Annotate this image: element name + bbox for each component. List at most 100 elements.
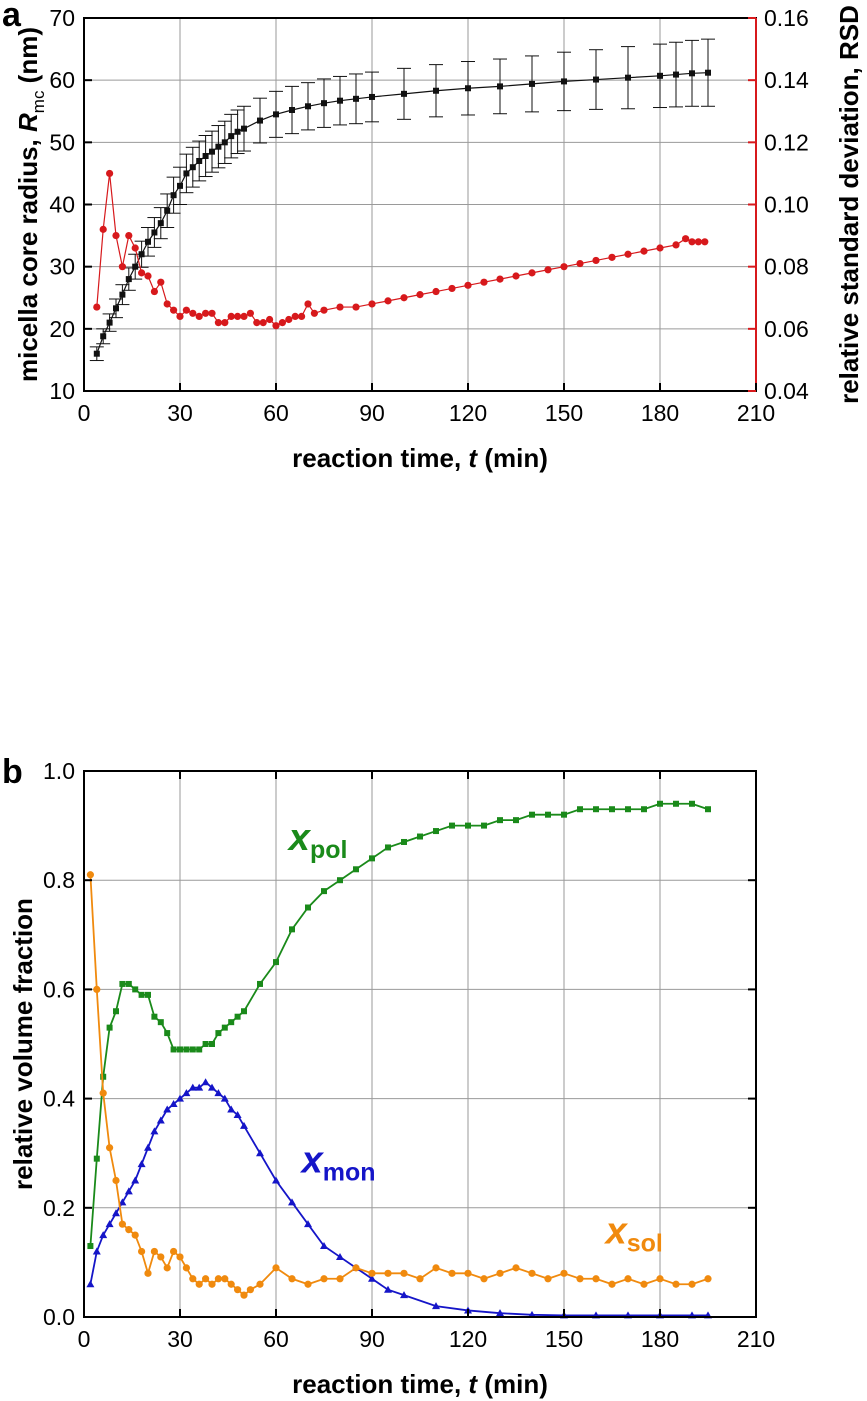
x-sol-point — [99, 1089, 107, 1097]
x-pol-point — [151, 1013, 158, 1020]
radius-point — [337, 97, 343, 104]
x-mon-point — [92, 1247, 101, 1255]
x-sol-point — [157, 1253, 165, 1261]
x-tick-label: 90 — [359, 1326, 385, 1352]
x-sol-point — [144, 1269, 152, 1277]
x-pol-point — [449, 822, 455, 829]
panel-a-y-axis-title: micella core radius, Rmc (nm) — [13, 27, 48, 382]
x-pol-point — [119, 980, 126, 987]
x-pol-point — [465, 822, 471, 829]
panel-a-right-axis-title: relative standard deviation, RSD — [834, 5, 864, 404]
radius-point — [145, 238, 151, 245]
x-sol-point — [131, 1231, 139, 1239]
x-tick-label: 180 — [641, 400, 679, 426]
rsd-point — [310, 309, 318, 317]
x-pol-point — [132, 986, 139, 993]
x-sol-point — [688, 1280, 696, 1288]
y2-tick-label: 0.04 — [764, 378, 809, 404]
rsd-point — [208, 309, 216, 317]
x-sol-point — [234, 1286, 242, 1294]
x-pol-point — [221, 1024, 228, 1031]
x-pol-point — [215, 1030, 222, 1037]
rsd-point — [99, 225, 107, 233]
radius-point — [321, 100, 327, 107]
x-mon-point — [99, 1231, 108, 1239]
x-sol-point — [288, 1275, 296, 1283]
x-sol-point — [208, 1280, 216, 1288]
x-pol-point — [241, 1008, 247, 1015]
radius-point — [151, 229, 158, 236]
rsd-point — [544, 266, 552, 274]
panel-b-series — [86, 800, 712, 1319]
x-mon-point — [496, 1309, 504, 1317]
rsd-point — [432, 287, 440, 296]
x-pol-point — [609, 806, 615, 813]
rsd-point — [285, 315, 293, 324]
x-mon-point — [240, 1121, 248, 1129]
radius-point — [125, 276, 132, 283]
rsd-point — [656, 244, 664, 252]
radius-point — [119, 291, 126, 298]
x-pol-point — [209, 1041, 215, 1047]
radius-point — [93, 350, 100, 357]
rsd-point — [336, 303, 344, 311]
x-pol-point — [545, 811, 551, 818]
x-pol-point — [157, 1019, 164, 1026]
x-tick-label: 30 — [167, 1326, 193, 1352]
x-pol-point — [625, 806, 631, 813]
radius-point — [497, 83, 503, 90]
rsd-point — [118, 263, 126, 271]
x-mon-point — [400, 1291, 408, 1299]
radius-point — [100, 333, 107, 340]
x-sol-point — [336, 1275, 344, 1283]
x-mon-point — [272, 1176, 280, 1184]
rsd-point — [170, 306, 178, 314]
x-sol-point — [592, 1275, 600, 1283]
rsd-point — [464, 281, 472, 289]
radius-point — [273, 111, 279, 118]
x-pol-point — [138, 991, 145, 998]
x-pol-point — [657, 800, 663, 807]
x-pol-point — [497, 817, 503, 824]
x-sol-point — [480, 1275, 488, 1283]
rsd-point — [512, 272, 520, 280]
x-sol-point — [240, 1291, 248, 1299]
x-pol-point — [177, 1046, 183, 1053]
radius-point — [138, 251, 145, 258]
x-pol-point — [641, 806, 647, 813]
x-pol-point — [673, 800, 679, 807]
x-sol-point — [464, 1269, 472, 1277]
rsd-point — [106, 169, 114, 178]
x-sol-point — [416, 1275, 424, 1283]
x-sol-point — [227, 1280, 235, 1288]
radius-point — [705, 69, 711, 76]
y-tick-label: 50 — [49, 129, 75, 155]
x-pol-point — [87, 1243, 94, 1250]
y-tick-label: 0.0 — [43, 1304, 75, 1330]
y-tick-label: 0.4 — [43, 1086, 75, 1112]
x-pol-point — [289, 926, 295, 933]
rsd-point — [368, 300, 376, 308]
panel-a-letter: a — [2, 0, 22, 34]
x-sol-point — [608, 1280, 616, 1288]
x-tick-label: 210 — [737, 400, 775, 426]
x-pol-point — [513, 817, 519, 824]
x-mon-point — [288, 1198, 296, 1206]
panel-a-tick-labels: 0 30 60 90 120 150 180 210 10 20 30 40 50 60 70 0.04 0.0… — [49, 5, 809, 426]
x-pol-point — [561, 811, 567, 818]
x-sol-point — [138, 1247, 146, 1256]
rsd-point — [480, 278, 488, 286]
panel-b-tick-labels: 0 30 60 90 120 150 180 210 0.0 0.2 0.4 0.6 0.8 1.0 — [43, 758, 775, 1352]
x-tick-label: 0 — [78, 400, 91, 426]
x-sol-point — [189, 1275, 197, 1283]
radius-point — [369, 93, 375, 100]
x-tick-label: 120 — [449, 1326, 487, 1352]
series-label-x-sol: xsol — [604, 1210, 663, 1257]
y-tick-label: 10 — [49, 378, 75, 404]
x-mon-point — [137, 1160, 146, 1168]
x-sol-point — [86, 871, 94, 879]
x-pol-point — [125, 980, 132, 987]
x-pol-point — [234, 1013, 241, 1020]
x-mon-point — [124, 1187, 133, 1195]
x-pol-point — [202, 1041, 209, 1047]
